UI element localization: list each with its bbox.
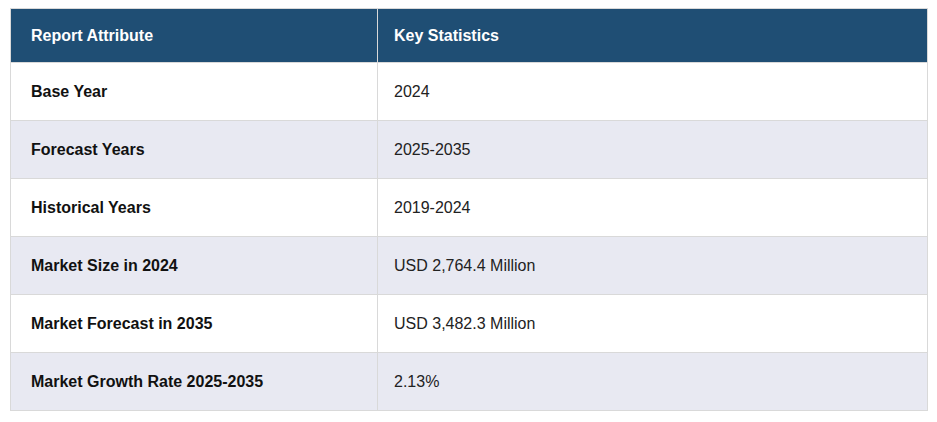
attribute-value: 2.13% — [378, 353, 928, 411]
attribute-label: Historical Years — [11, 179, 378, 237]
attribute-value: USD 3,482.3 Million — [378, 295, 928, 353]
table-row-historical-years: Historical Years 2019-2024 — [11, 179, 928, 237]
attribute-label: Forecast Years — [11, 121, 378, 179]
table-row-forecast-years: Forecast Years 2025-2035 — [11, 121, 928, 179]
report-attributes-table: Report Attribute Key Statistics Base Yea… — [10, 8, 928, 411]
table-header-row: Report Attribute Key Statistics — [11, 9, 928, 63]
attribute-label: Market Growth Rate 2025-2035 — [11, 353, 378, 411]
attribute-label: Base Year — [11, 63, 378, 121]
attribute-value: 2024 — [378, 63, 928, 121]
table-row-market-growth-rate: Market Growth Rate 2025-2035 2.13% — [11, 353, 928, 411]
attribute-value: 2019-2024 — [378, 179, 928, 237]
attribute-value: USD 2,764.4 Million — [378, 237, 928, 295]
column-header-key-statistics: Key Statistics — [378, 9, 928, 63]
table-row-base-year: Base Year 2024 — [11, 63, 928, 121]
attribute-value: 2025-2035 — [378, 121, 928, 179]
table-row-market-forecast-2035: Market Forecast in 2035 USD 3,482.3 Mill… — [11, 295, 928, 353]
table-row-market-size-2024: Market Size in 2024 USD 2,764.4 Million — [11, 237, 928, 295]
attribute-label: Market Size in 2024 — [11, 237, 378, 295]
attribute-label: Market Forecast in 2035 — [11, 295, 378, 353]
column-header-report-attribute: Report Attribute — [11, 9, 378, 63]
page: Report Attribute Key Statistics Base Yea… — [0, 0, 937, 422]
